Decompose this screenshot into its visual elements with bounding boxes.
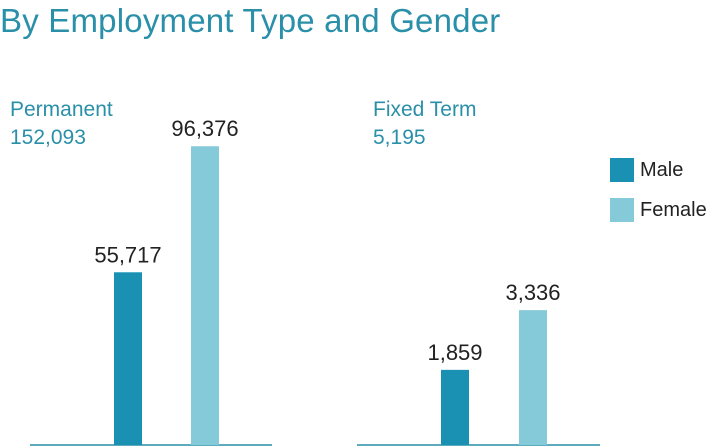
legend-item-female: Female (610, 198, 707, 222)
chart-title: By Employment Type and Gender (0, 2, 501, 39)
legend-label-female: Female (640, 198, 707, 221)
fixed-term-bar-male (441, 369, 469, 445)
legend-swatch-male (610, 158, 634, 182)
permanent-title: Permanent (10, 98, 113, 121)
permanent-total: 152,093 (10, 126, 86, 149)
legend-item-male: Male (610, 158, 707, 182)
fixed-term-total: 5,195 (373, 126, 426, 149)
fixed-term-bar-female (519, 310, 547, 445)
fixed-term-value-label-male: 1,859 (427, 340, 482, 365)
legend-label-male: Male (640, 158, 684, 181)
permanent-label: Permanent 152,093 (10, 96, 113, 152)
permanent-bar-female (191, 146, 219, 445)
legend: Male Female (610, 158, 707, 238)
permanent-value-label-male: 55,717 (94, 242, 161, 267)
fixed-term-label: Fixed Term 5,195 (373, 96, 476, 152)
permanent-bar-male (114, 272, 142, 445)
fixed-term-title: Fixed Term (373, 98, 477, 121)
fixed-term-value-label-female: 3,336 (505, 280, 560, 305)
legend-swatch-female (610, 198, 634, 222)
permanent-value-label-female: 96,376 (171, 116, 238, 141)
